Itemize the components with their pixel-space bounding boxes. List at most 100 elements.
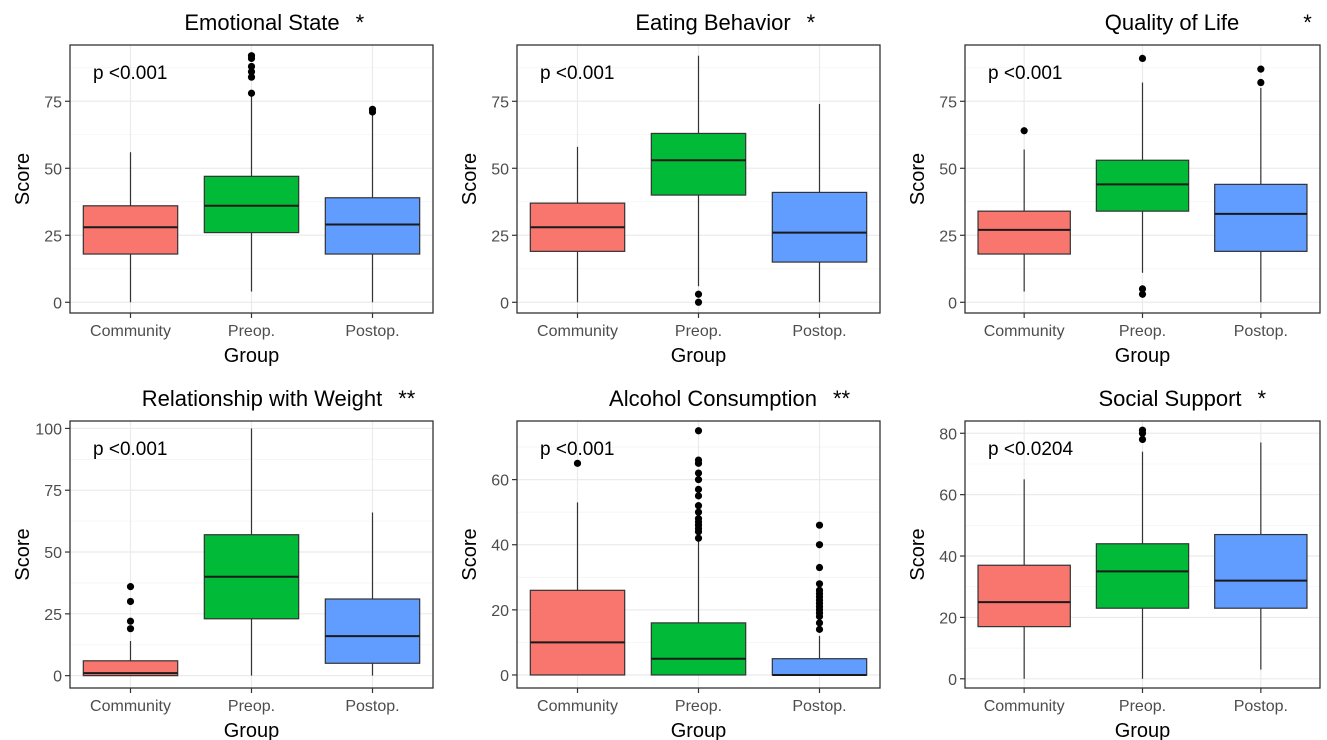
chart-title: Eating Behavior	[635, 10, 790, 35]
outlier-point	[815, 580, 824, 588]
y-tick-label: 25	[491, 228, 509, 245]
outlier-point	[1138, 54, 1147, 63]
x-axis-title: Group	[224, 345, 280, 367]
outlier-point	[126, 625, 135, 633]
box-iqr	[977, 210, 1071, 255]
y-axis-title: Score	[907, 528, 929, 580]
outlier-point	[126, 583, 135, 591]
box-community	[529, 146, 626, 303]
y-axis-title: Score	[907, 153, 929, 205]
x-tick-label: Community	[537, 323, 618, 340]
box-iqr	[977, 564, 1071, 628]
outlier-point	[694, 492, 703, 500]
box-preop	[203, 52, 300, 292]
x-tick-label: Postop.	[1234, 323, 1288, 340]
y-tick-label: 0	[500, 295, 509, 312]
x-tick-label: Postop.	[792, 323, 846, 340]
outlier-point	[815, 619, 824, 627]
y-axis-title: Score	[12, 153, 34, 205]
outlier-point	[815, 521, 824, 529]
y-tick-label: 75	[44, 483, 62, 500]
box-iqr	[203, 175, 300, 234]
outlier-point	[1138, 285, 1147, 293]
p-value-annotation: p <0.0204	[988, 439, 1073, 460]
y-tick-label: 40	[491, 538, 509, 555]
box-postop	[771, 103, 868, 303]
x-tick-label: Postop.	[345, 323, 399, 340]
x-tick-label: Community	[984, 323, 1065, 340]
outlier-point	[1138, 290, 1147, 298]
outlier-point	[815, 586, 824, 594]
outlier-point	[694, 485, 703, 493]
y-tick-label: 75	[491, 94, 509, 111]
box-preop	[650, 427, 747, 676]
outlier-point	[1138, 435, 1147, 444]
x-axis-title: Group	[1115, 345, 1171, 367]
box-postop	[1214, 442, 1308, 670]
x-tick-label: Postop.	[345, 698, 399, 715]
outlier-point	[573, 459, 582, 467]
outlier-point	[694, 502, 703, 510]
outlier-point	[815, 541, 824, 549]
box-postop	[771, 521, 868, 676]
y-tick-label: 0	[500, 668, 509, 685]
p-value-annotation: p <0.001	[540, 63, 615, 84]
y-tick-label: 25	[44, 607, 62, 624]
box-iqr	[771, 191, 868, 263]
y-tick-label: 75	[44, 94, 62, 111]
box-community	[82, 583, 179, 677]
y-tick-label: 20	[491, 603, 509, 620]
panel-4: 0 25 50 75 100 Community Preop. Postop. Group Sco…	[12, 386, 434, 740]
box-community	[977, 127, 1071, 292]
y-tick-label: 50	[44, 545, 62, 562]
y-tick-label: 0	[53, 669, 62, 686]
y-tick-label: 50	[44, 161, 62, 178]
box-iqr	[1214, 183, 1308, 252]
outlier-point	[126, 597, 135, 606]
outlier-point	[694, 534, 703, 542]
box-community	[977, 479, 1071, 679]
x-tick-label: Postop.	[792, 698, 846, 715]
x-tick-label: Preop.	[228, 698, 275, 715]
x-tick-label: Community	[537, 698, 618, 715]
chart-title: Alcohol Consumption	[609, 386, 817, 411]
box-iqr	[529, 589, 626, 676]
outlier-point	[694, 515, 703, 523]
y-tick-label: 50	[491, 161, 509, 178]
x-tick-label: Postop.	[1234, 698, 1288, 715]
box-iqr	[324, 197, 421, 255]
y-axis-title: Score	[12, 528, 34, 580]
significance-marker: **	[398, 386, 416, 411]
panel-5: 0 20 40 60 Community Preop. Postop. Group Score A…	[459, 386, 881, 740]
x-axis-title: Group	[1115, 720, 1171, 740]
outlier-point	[126, 617, 135, 625]
significance-marker: *	[1303, 10, 1312, 35]
panel-2: 0 25 50 75 Community Preop. Postop. Group Score E…	[459, 10, 881, 367]
x-tick-label: Community	[984, 698, 1065, 715]
box-iqr	[324, 598, 421, 664]
p-value-annotation: p <0.001	[540, 439, 615, 460]
outlier-point	[694, 290, 703, 298]
outlier-point	[247, 89, 256, 97]
y-tick-label: 0	[948, 295, 957, 312]
box-iqr	[650, 622, 747, 676]
box-community	[529, 459, 626, 676]
x-axis-title: Group	[671, 720, 727, 740]
box-iqr	[82, 660, 179, 677]
significance-marker: **	[833, 386, 851, 411]
box-iqr	[1095, 159, 1190, 212]
p-value-annotation: p <0.001	[988, 63, 1063, 84]
y-tick-label: 25	[44, 228, 62, 245]
y-tick-label: 0	[53, 295, 62, 312]
outlier-point	[815, 625, 824, 633]
x-axis-title: Group	[671, 345, 727, 367]
y-tick-label: 40	[939, 549, 957, 566]
p-value-annotation: p <0.001	[93, 63, 168, 84]
y-tick-label: 50	[939, 161, 957, 178]
box-preop	[1095, 426, 1190, 679]
outlier-point	[247, 73, 256, 81]
x-axis-title: Group	[224, 720, 280, 740]
y-tick-label: 75	[939, 94, 957, 111]
significance-marker: *	[356, 10, 365, 35]
